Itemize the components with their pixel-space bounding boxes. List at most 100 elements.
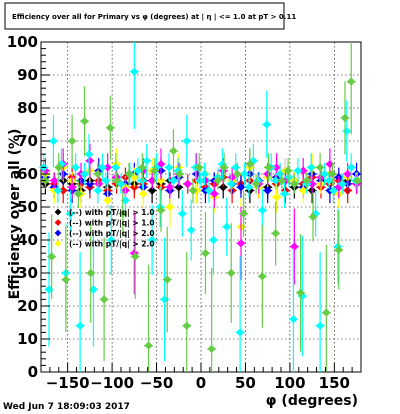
data-point (156, 176, 166, 185)
data-point (315, 321, 325, 330)
y-tick-label: 80 (17, 99, 38, 117)
data-point (142, 156, 151, 165)
data-point (187, 225, 196, 235)
data-point (93, 169, 103, 179)
timestamp: Wed Jun 7 18:09:03 2017 (3, 402, 130, 412)
data-point (188, 186, 198, 195)
data-point (80, 169, 89, 179)
y-tick-label: 10 (17, 330, 38, 348)
x-tick-label: 0 (196, 374, 206, 392)
series-5-markers (40, 143, 362, 295)
data-point (75, 321, 85, 330)
data-point (98, 163, 107, 172)
data-point (99, 295, 109, 304)
data-point (299, 186, 308, 195)
data-point (219, 163, 229, 172)
data-point (227, 268, 236, 278)
data-point (320, 169, 329, 179)
y-axis-title: Efficiency over all (%) (7, 129, 23, 300)
y-tick-label: 0 (28, 363, 38, 381)
data-point (165, 183, 175, 192)
data-point (85, 156, 95, 165)
data-point (169, 146, 178, 156)
data-point (124, 169, 134, 179)
y-tick-label: 20 (17, 297, 38, 315)
data-point (53, 186, 63, 195)
y-tick-label: 30 (17, 264, 38, 282)
data-point (244, 183, 254, 192)
data-point (93, 186, 103, 195)
legend-entry: (--) with pT/|q| > 2.0 (69, 229, 155, 239)
data-point (182, 321, 191, 330)
data-point (147, 186, 157, 195)
data-point (85, 179, 95, 189)
legend-entry: (--) with pT/|q| > 1.0 (69, 219, 155, 229)
data-point (86, 268, 95, 278)
y-tick-label: 40 (17, 231, 38, 249)
data-point (94, 179, 103, 189)
data-point (201, 176, 210, 185)
data-point (103, 196, 112, 205)
data-point (302, 176, 311, 185)
data-point (227, 173, 237, 182)
data-point (164, 163, 174, 172)
legend-marker (54, 240, 62, 247)
data-point (47, 252, 56, 261)
legend-marker (54, 219, 62, 226)
data-point (50, 176, 59, 185)
data-point (165, 202, 175, 212)
data-point (169, 176, 178, 185)
data-point (227, 179, 236, 189)
data-point (222, 222, 231, 231)
data-point (240, 169, 249, 179)
data-point (103, 163, 112, 172)
legend-entry: (--) with pT/|q| > 2.0 (69, 240, 155, 250)
data-point (80, 117, 89, 126)
data-point (307, 163, 316, 172)
data-point (347, 163, 356, 172)
data-point (329, 186, 338, 195)
data-point (209, 235, 218, 245)
data-point (272, 163, 281, 172)
data-point (175, 169, 184, 179)
data-point (340, 113, 350, 123)
data-point (201, 249, 210, 258)
data-point (262, 120, 271, 129)
data-point (290, 179, 299, 189)
data-point (324, 176, 334, 185)
data-point (49, 136, 58, 146)
data-point (61, 275, 71, 284)
data-point (182, 136, 191, 146)
data-point (236, 239, 246, 248)
x-tick-label: 50 (235, 374, 256, 392)
data-point (183, 179, 192, 189)
data-point (343, 169, 352, 179)
data-point (280, 189, 289, 198)
data-point (233, 169, 242, 179)
data-point (163, 275, 172, 284)
data-point (174, 183, 183, 192)
data-point (200, 169, 209, 179)
data-point (239, 209, 248, 218)
data-point (112, 176, 121, 185)
data-point (67, 183, 77, 192)
data-point (54, 163, 63, 172)
axis-ticks: −150 −100 −50 0 50 100 150 0 10 20 30 40 50 60 70 80 90 1… (7, 33, 362, 392)
y-tick-label: 60 (17, 165, 38, 183)
series-7-markers (40, 42, 362, 372)
title-box (4, 2, 285, 30)
data-point (101, 176, 111, 185)
data-point (207, 344, 216, 354)
legend-marker (54, 208, 62, 216)
data-point (59, 186, 68, 195)
data-point (272, 192, 281, 202)
chart-title: Efficiency over all for Primary vs φ (de… (12, 13, 296, 22)
data-point (147, 235, 157, 245)
data-point (296, 288, 305, 297)
data-point (334, 245, 343, 255)
data-point (264, 163, 273, 172)
data-point (289, 315, 298, 324)
data-point (111, 163, 120, 172)
data-point (210, 189, 219, 198)
